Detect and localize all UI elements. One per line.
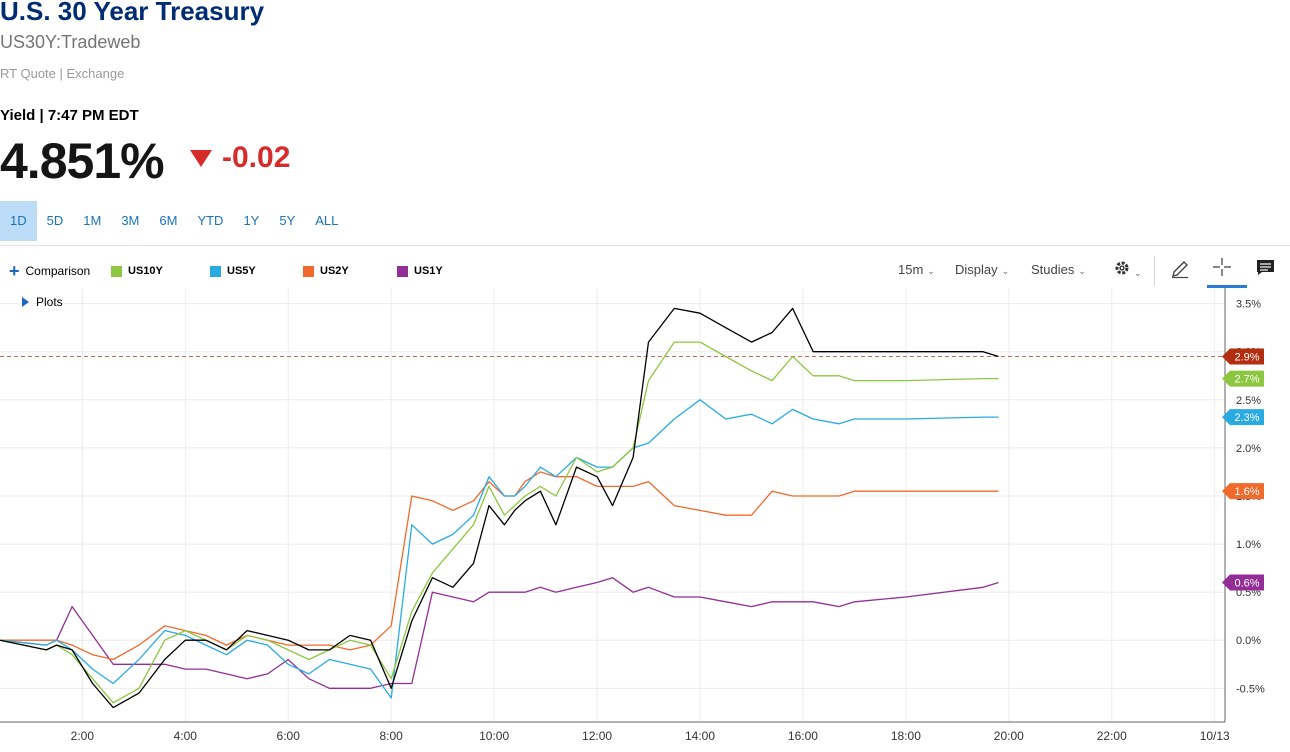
- comparison-button[interactable]: + Comparison: [9, 261, 91, 281]
- active-tool-indicator: [1207, 285, 1247, 288]
- crosshair-icon: [1213, 258, 1231, 276]
- legend-label: US1Y: [414, 265, 443, 277]
- end-label-text: 2.7%: [1234, 374, 1259, 386]
- page-title: U.S. 30 Year Treasury: [0, 0, 265, 26]
- legend-swatch: [111, 265, 122, 277]
- plots-label: Plots: [36, 295, 63, 309]
- legend-item-us2y[interactable]: US2Y: [303, 265, 349, 277]
- series-line-us1y: [0, 577, 999, 689]
- legend-label: US2Y: [320, 265, 349, 277]
- chevron-down-icon: ⌄: [927, 266, 935, 276]
- chevron-down-icon: ⌄: [1134, 268, 1142, 278]
- end-label-tag: [1222, 370, 1264, 387]
- display-label: Display: [955, 262, 998, 277]
- draw-button[interactable]: [1170, 259, 1190, 282]
- crosshair-button[interactable]: [1212, 257, 1232, 280]
- yield-chart[interactable]: 3.5%3.0%2.5%2.0%1.5%1.0%0.5%0.0%-0.5%2:0…: [0, 288, 1290, 752]
- comment-button[interactable]: [1256, 259, 1276, 280]
- comment-icon: [1257, 260, 1274, 275]
- end-label-text: 2.3%: [1234, 412, 1259, 424]
- legend-item-us5y[interactable]: US5Y: [210, 265, 256, 277]
- y-tick-label: -0.5%: [1236, 683, 1265, 695]
- x-tick-label: 10/13: [1200, 729, 1230, 743]
- legend-item-us1y[interactable]: US1Y: [397, 265, 443, 277]
- range-button-all[interactable]: ALL: [315, 213, 339, 228]
- range-button-1y[interactable]: 1Y: [243, 213, 260, 228]
- chart-end-labels: 2.9% 2.7% 2.3% 1.6% 0.6%: [1222, 348, 1264, 591]
- range-button-6m[interactable]: 6M: [159, 213, 178, 228]
- header-divider: [0, 245, 1290, 246]
- end-label-tag: [1222, 348, 1264, 365]
- end-label-us5y: 2.3%: [1222, 409, 1264, 426]
- price-value: 4.851%: [0, 133, 165, 189]
- studies-label: Studies: [1031, 262, 1075, 277]
- end-label-text: 2.9%: [1234, 352, 1259, 364]
- interval-dropdown[interactable]: 15m ⌄: [898, 262, 935, 277]
- chart-series: [0, 307, 999, 709]
- down-arrow-icon: [190, 150, 212, 167]
- range-button-3m[interactable]: 3M: [121, 213, 140, 228]
- symbol-label: US30Y:Tradeweb: [0, 32, 141, 52]
- end-label-text: 0.6%: [1234, 578, 1259, 590]
- x-tick-label: 16:00: [788, 729, 818, 743]
- y-tick-label: 1.0%: [1236, 539, 1261, 551]
- y-tick-label: 2.0%: [1236, 443, 1261, 455]
- studies-dropdown[interactable]: Studies ⌄: [1031, 262, 1086, 277]
- end-label-us10y: 2.7%: [1222, 370, 1264, 387]
- legend-label: US10Y: [128, 265, 163, 277]
- settings-button[interactable]: ⌄: [1114, 260, 1142, 279]
- pencil-icon: [1172, 261, 1188, 279]
- x-tick-label: 6:00: [277, 729, 301, 743]
- end-label-us30y: 2.9%: [1222, 348, 1264, 365]
- x-tick-label: 18:00: [891, 729, 921, 743]
- chevron-down-icon: ⌄: [1001, 266, 1010, 276]
- series-line-us30y: [0, 307, 999, 709]
- legend-swatch: [303, 265, 314, 277]
- range-button-1m[interactable]: 1M: [83, 213, 102, 228]
- plus-icon: +: [9, 261, 20, 281]
- legend-item-us10y[interactable]: US10Y: [111, 265, 163, 277]
- plots-toggle[interactable]: Plots: [22, 295, 63, 309]
- chart-toolbar: + Comparison US10Y US5Y US2Y US1Y 15m ⌄ D…: [0, 256, 1290, 288]
- display-dropdown[interactable]: Display ⌄: [955, 262, 1009, 277]
- y-tick-label: 0.0%: [1236, 635, 1261, 647]
- series-line-us10y: [0, 341, 999, 704]
- chevron-down-icon: ⌄: [1078, 266, 1086, 276]
- triangle-right-icon: [22, 297, 29, 307]
- quote-label: Yield | 7:47 PM EDT: [0, 107, 139, 124]
- end-label-us1y: 0.6%: [1222, 574, 1264, 591]
- range-button-ytd[interactable]: YTD: [197, 213, 224, 228]
- legend-label: US5Y: [227, 265, 256, 277]
- comparison-label: Comparison: [25, 264, 91, 278]
- y-tick-label: 2.5%: [1236, 395, 1261, 407]
- price-change: -0.02: [222, 141, 291, 174]
- range-button-5y[interactable]: 5Y: [279, 213, 296, 228]
- range-button-5d[interactable]: 5D: [46, 213, 64, 228]
- y-tick-label: 3.5%: [1236, 299, 1261, 311]
- x-tick-label: 10:00: [479, 729, 509, 743]
- end-label-text: 1.6%: [1234, 486, 1259, 498]
- end-label-tag: [1222, 409, 1264, 426]
- quote-source: RT Quote | Exchange: [0, 66, 125, 81]
- series-line-us5y: [0, 399, 999, 699]
- x-tick-label: 22:00: [1097, 729, 1127, 743]
- x-tick-label: 2:00: [71, 729, 95, 743]
- x-tick-label: 14:00: [685, 729, 715, 743]
- time-range-selector: 1D 5D 1M 3M 6M YTD 1Y 5Y ALL: [0, 201, 348, 241]
- x-tick-label: 8:00: [379, 729, 403, 743]
- range-button-1d[interactable]: 1D: [0, 201, 37, 241]
- end-label-tag: [1222, 483, 1264, 500]
- x-tick-label: 12:00: [582, 729, 612, 743]
- x-tick-label: 4:00: [174, 729, 198, 743]
- legend-swatch: [210, 265, 221, 277]
- interval-label: 15m: [898, 262, 924, 277]
- series-line-us2y: [0, 471, 999, 661]
- end-label-us2y: 1.6%: [1222, 483, 1264, 500]
- x-tick-label: 20:00: [994, 729, 1024, 743]
- toolbar-separator: [1154, 256, 1155, 286]
- chart-grid: [0, 288, 1225, 722]
- end-label-tag: [1222, 574, 1264, 591]
- legend-swatch: [397, 265, 408, 277]
- gear-icon: [1115, 261, 1129, 275]
